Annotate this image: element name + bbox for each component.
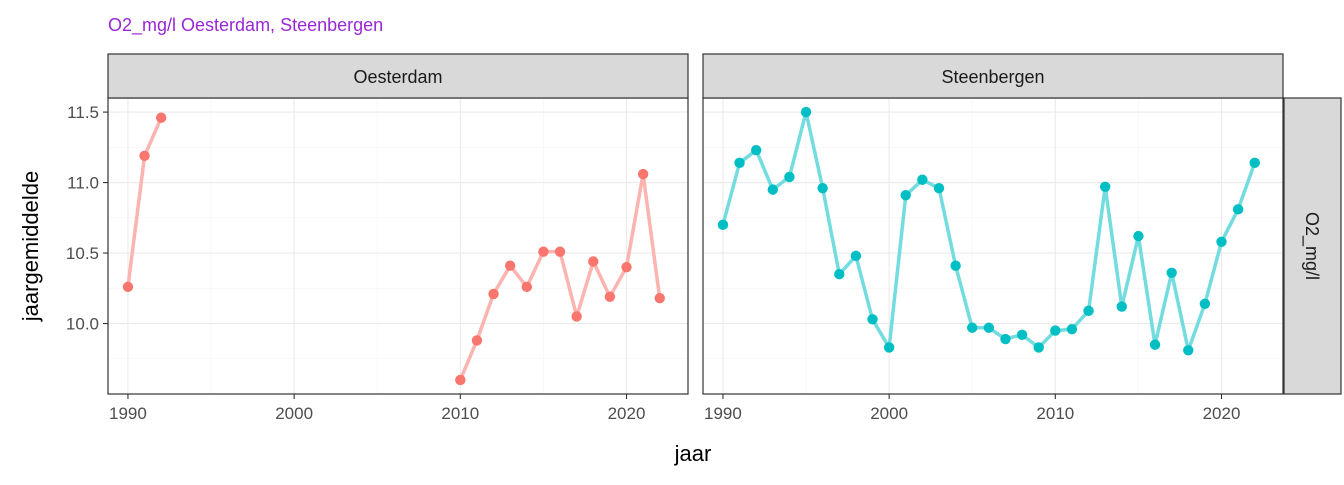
data-point — [800, 106, 812, 118]
data-point — [717, 219, 729, 231]
data-point — [139, 150, 150, 161]
data-point — [917, 174, 928, 185]
panel-strip — [107, 53, 689, 99]
data-point — [834, 268, 845, 280]
y-axis-title: jaargemiddelde — [18, 171, 43, 322]
data-point — [1149, 339, 1161, 350]
data-point — [1199, 298, 1211, 309]
data-point — [983, 322, 995, 333]
data-point — [1216, 236, 1227, 247]
data-point — [621, 261, 632, 273]
data-point — [750, 144, 762, 156]
data-point — [900, 190, 911, 201]
x-tick-label: 2000 — [275, 404, 313, 423]
data-point — [1166, 267, 1177, 278]
data-point — [1116, 301, 1127, 312]
x-tick-label: 1990 — [704, 404, 742, 423]
x-tick-label: 2000 — [870, 404, 908, 423]
panel-strip — [702, 53, 1284, 99]
data-point — [933, 183, 945, 194]
data-point — [1083, 305, 1094, 317]
data-point — [488, 288, 499, 300]
panel-strip-label: Oesterdam — [353, 67, 442, 87]
data-point — [654, 292, 665, 304]
data-point — [784, 171, 795, 183]
data-point — [1066, 323, 1078, 335]
data-point — [1133, 230, 1144, 242]
data-point — [817, 183, 828, 194]
y-tick-label: 10.0 — [66, 315, 99, 334]
y-tick-label: 11.5 — [67, 103, 99, 122]
y-tick-label: 11.0 — [67, 174, 99, 193]
row-strip-label: O2_mg/l — [1301, 212, 1322, 280]
data-point — [538, 246, 549, 257]
data-point — [1099, 181, 1111, 192]
data-point — [504, 260, 516, 271]
data-point — [604, 291, 616, 302]
data-point — [571, 311, 582, 322]
data-point — [850, 250, 862, 262]
x-tick-label: 2010 — [1036, 404, 1074, 423]
x-tick-label: 2020 — [1203, 404, 1241, 423]
data-point — [1033, 342, 1044, 353]
data-point — [767, 184, 778, 195]
data-point — [1249, 157, 1260, 169]
data-point — [554, 246, 566, 257]
data-point — [588, 256, 599, 267]
x-tick-label: 1990 — [109, 404, 147, 423]
data-point — [1232, 204, 1244, 215]
data-point — [1050, 325, 1061, 336]
panel-steenbergen: Steenbergen 1990 2000 2010 2020 — [702, 53, 1284, 423]
data-point — [637, 168, 649, 180]
data-point — [1000, 333, 1011, 345]
x-tick-label: 2020 — [608, 404, 646, 423]
y-tick-label: 10.5 — [66, 244, 99, 263]
data-point — [1016, 329, 1028, 340]
x-axis-title: jaar — [674, 441, 712, 466]
row-strip — [1283, 97, 1342, 395]
data-point — [967, 322, 978, 333]
data-point — [883, 342, 895, 353]
plot-title: O2_mg/l Oesterdam, Steenbergen — [108, 15, 383, 36]
data-point — [734, 157, 745, 169]
panel-oesterdam: Oesterdam 1990 2000 2010 2020 — [107, 53, 689, 423]
data-point — [950, 260, 961, 271]
panel-strip-label: Steenbergen — [941, 67, 1044, 87]
x-tick-label: 2010 — [441, 404, 479, 423]
data-point — [155, 112, 167, 123]
data-point — [122, 281, 134, 293]
data-point — [521, 281, 532, 293]
data-point — [867, 314, 878, 325]
data-point — [1183, 345, 1194, 356]
data-point — [455, 374, 466, 386]
data-point — [471, 335, 483, 346]
